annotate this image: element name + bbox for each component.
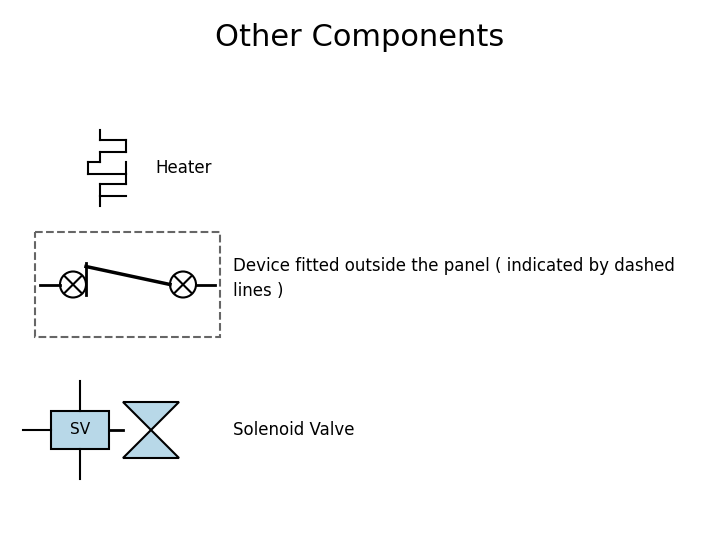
Polygon shape: [123, 430, 179, 458]
Text: Other Components: Other Components: [215, 24, 505, 52]
Text: Device fitted outside the panel ( indicated by dashed
lines ): Device fitted outside the panel ( indica…: [233, 257, 675, 300]
Bar: [51, 411, 109, 449]
Bar: [35, 232, 220, 337]
Polygon shape: [123, 402, 179, 430]
Text: Heater: Heater: [155, 159, 212, 177]
Text: Solenoid Valve: Solenoid Valve: [233, 421, 354, 439]
Text: SV: SV: [70, 422, 90, 437]
